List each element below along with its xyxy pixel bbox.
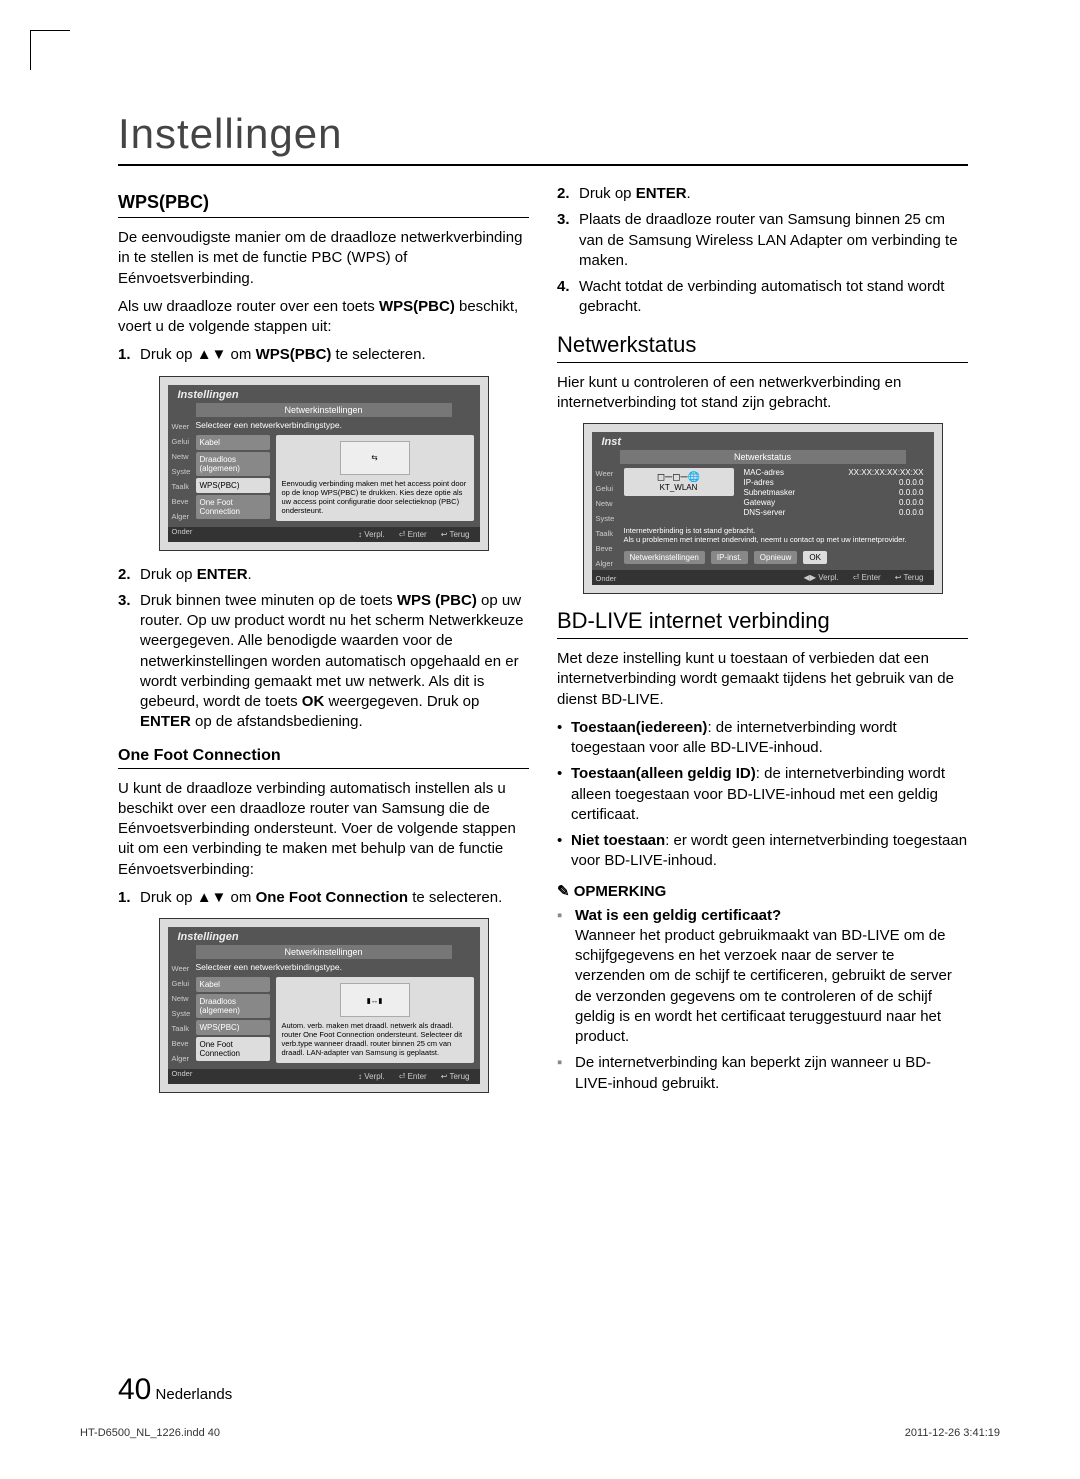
bdlive-opt1: Toestaan(iedereen): de internetverbindin… bbox=[557, 718, 968, 759]
wpspbc-steps-2: Druk op ENTER. Druk binnen twee minuten … bbox=[118, 565, 529, 733]
wpspbc-intro: De eenvoudigste manier om de draadloze n… bbox=[118, 228, 529, 289]
router-icon: ⇆ bbox=[340, 441, 410, 475]
shot3-tabs: Weer Gelui Netw Syste Taalk Beve Alger O… bbox=[594, 466, 619, 586]
bdlive-notes: Wat is een geldig certificaat? Wanneer h… bbox=[557, 906, 968, 1094]
page-title: Instellingen bbox=[118, 110, 968, 166]
wpspbc-step3: Druk binnen twee minuten op de toets WPS… bbox=[118, 591, 529, 733]
bdlive-intro: Met deze instelling kunt u toestaan of v… bbox=[557, 649, 968, 710]
shot2-tabs: Weer Gelui Netw Syste Taalk Beve Alger O… bbox=[170, 961, 195, 1081]
columns: WPS(PBC) De eenvoudigste manier om de dr… bbox=[118, 184, 968, 1107]
ofc-step1: Druk op ▲▼ om One Foot Connection te sel… bbox=[118, 888, 529, 908]
ofc-step2: Druk op ENTER. bbox=[557, 184, 968, 204]
left-column: WPS(PBC) De eenvoudigste manier om de dr… bbox=[118, 184, 529, 1107]
shot1-tabs: Weer Gelui Netw Syste Taalk Beve Alger O… bbox=[170, 419, 195, 539]
ofc-steps-cont: Druk op ENTER. Plaats de draadloze route… bbox=[557, 184, 968, 318]
footer-date: 2011-12-26 3:41:19 bbox=[905, 1427, 1000, 1439]
ofc-steps: Druk op ▲▼ om One Foot Connection te sel… bbox=[118, 888, 529, 908]
wpspbc-step1: Druk op ▲▼ om WPS(PBC) te selecteren. bbox=[118, 345, 529, 365]
crop-mark bbox=[30, 30, 70, 70]
ofc-step3: Plaats de draadloze router van Samsung b… bbox=[557, 210, 968, 271]
page-number: 40 Nederlands bbox=[118, 1373, 232, 1407]
heading-wpspbc: WPS(PBC) bbox=[118, 192, 529, 218]
ofc-icon: ▮↔▮ bbox=[340, 983, 410, 1017]
screenshot-ofc: Instellingen Weer Gelui Netw Syste Taalk… bbox=[159, 918, 489, 1093]
note-heading: OPMERKING bbox=[557, 882, 968, 900]
screenshot-status: Inst Weer Gelui Netw Syste Taalk Beve Al… bbox=[583, 423, 943, 594]
heading-netwerkstatus: Netwerkstatus bbox=[557, 332, 968, 363]
wpspbc-intro2: Als uw draadloze router over een toets W… bbox=[118, 297, 529, 338]
ofc-intro: U kunt de draadloze verbinding automatis… bbox=[118, 779, 529, 880]
ofc-step4: Wacht totdat de verbinding automatisch t… bbox=[557, 277, 968, 318]
right-column: Druk op ENTER. Plaats de draadloze route… bbox=[557, 184, 968, 1107]
bdlive-options: Toestaan(iedereen): de internetverbindin… bbox=[557, 718, 968, 872]
bdlive-opt3: Niet toestaan: er wordt geen internetver… bbox=[557, 831, 968, 872]
screenshot-wps: Instellingen Weer Gelui Netw Syste Taalk… bbox=[159, 376, 489, 551]
page-content: Instellingen WPS(PBC) De eenvoudigste ma… bbox=[118, 110, 968, 1107]
note-2: De internetverbinding kan beperkt zijn w… bbox=[557, 1053, 968, 1094]
wpspbc-steps-1: Druk op ▲▼ om WPS(PBC) te selecteren. bbox=[118, 345, 529, 365]
heading-bdlive: BD-LIVE internet verbinding bbox=[557, 608, 968, 639]
note-1: Wat is een geldig certificaat? Wanneer h… bbox=[557, 906, 968, 1048]
footer-file: HT-D6500_NL_1226.indd 40 bbox=[80, 1427, 220, 1439]
bdlive-opt2: Toestaan(alleen geldig ID): de internetv… bbox=[557, 764, 968, 825]
wpspbc-step2: Druk op ENTER. bbox=[118, 565, 529, 585]
footer-meta: HT-D6500_NL_1226.indd 40 2011-12-26 3:41… bbox=[80, 1427, 1000, 1439]
heading-ofc: One Foot Connection bbox=[118, 747, 529, 769]
status-intro: Hier kunt u controleren of een netwerkve… bbox=[557, 373, 968, 414]
